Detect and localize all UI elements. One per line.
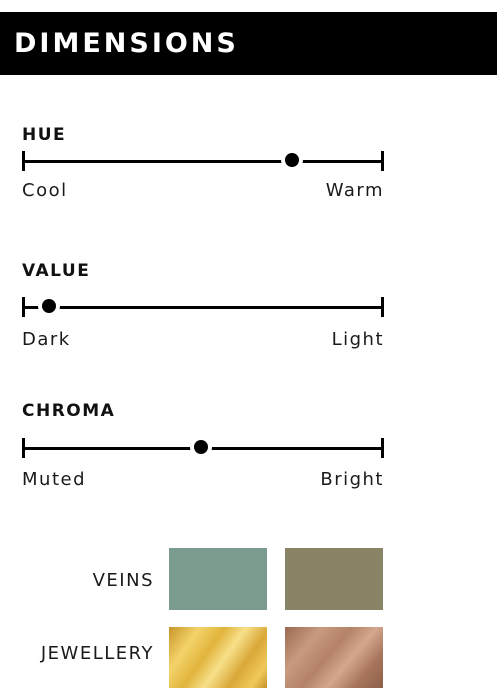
dimension-chroma: CHROMA Muted Bright <box>22 401 384 490</box>
scale-high-label: Warm <box>325 180 384 201</box>
scale-high-label: Bright <box>320 469 384 490</box>
value-marker <box>41 299 56 313</box>
dimension-label: HUE <box>22 125 67 145</box>
scale-low-label: Dark <box>22 329 71 350</box>
veins-swatch-2 <box>285 548 383 610</box>
scale-cap-right <box>381 151 384 171</box>
scale-cap-right <box>381 438 384 458</box>
chroma-scale <box>22 438 384 458</box>
chroma-marker <box>194 440 208 454</box>
hue-marker <box>284 153 299 167</box>
scale-line <box>22 160 384 163</box>
scale-low-label: Cool <box>22 180 68 201</box>
header-bar: DIMENSIONS <box>0 12 497 75</box>
page-title: DIMENSIONS <box>14 28 239 59</box>
gold-jewellery-swatch <box>169 627 267 688</box>
scale-high-label: Light <box>331 329 384 350</box>
veins-swatch-1 <box>169 548 267 610</box>
rose-gold-jewellery-swatch <box>285 627 383 688</box>
dimension-label: CHROMA <box>22 401 116 421</box>
scale-cap-right <box>381 297 384 317</box>
dimension-value: VALUE Dark Light <box>22 261 384 350</box>
value-scale <box>22 297 384 317</box>
scale-cap-left <box>22 438 25 458</box>
dimension-hue: HUE Cool Warm <box>22 125 384 205</box>
veins-label: VEINS <box>92 570 154 591</box>
scale-line <box>22 306 384 309</box>
scale-low-label: Muted <box>22 469 86 490</box>
scale-cap-left <box>22 297 25 317</box>
dimension-label: VALUE <box>22 261 91 281</box>
hue-scale <box>22 151 384 171</box>
scale-cap-left <box>22 151 25 171</box>
jewellery-label: JEWELLERY <box>40 643 154 664</box>
